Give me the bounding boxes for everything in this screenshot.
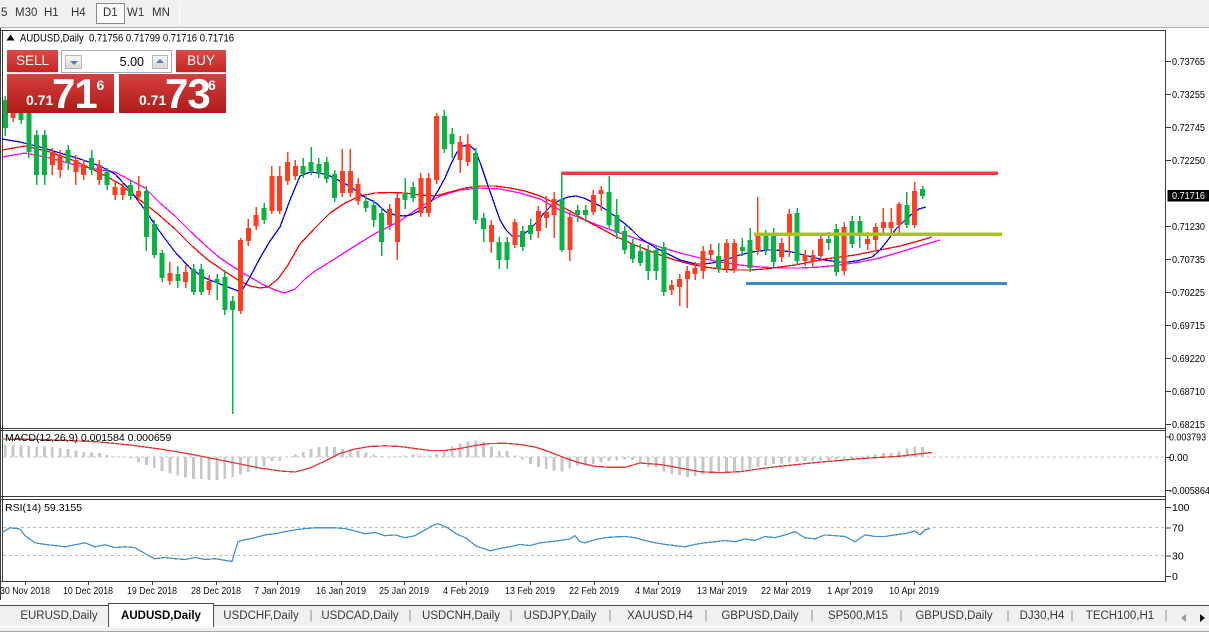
svg-text:RSI(14) 59.3155: RSI(14) 59.3155 xyxy=(5,502,82,514)
svg-text:0.70225: 0.70225 xyxy=(1172,287,1205,299)
svg-text:4 Mar 2019: 4 Mar 2019 xyxy=(635,585,681,597)
svg-text:19 Dec 2018: 19 Dec 2018 xyxy=(127,585,177,597)
svg-text:-0.005864: -0.005864 xyxy=(1169,485,1209,497)
svg-text:0.71716: 0.71716 xyxy=(1172,190,1205,202)
svg-text:10 Apr 2019: 10 Apr 2019 xyxy=(889,585,939,597)
svg-text:30 Nov 2018: 30 Nov 2018 xyxy=(0,585,50,597)
svg-text:0.72250: 0.72250 xyxy=(1172,155,1205,167)
svg-text:MACD(12,26,9) 0.001584 0.00065: MACD(12,26,9) 0.001584 0.000659 xyxy=(5,432,172,444)
svg-text:AUDUSD,Daily 0.71756 0.71799: AUDUSD,Daily 0.71756 0.71799 0.71716 0.7… xyxy=(20,33,234,45)
svg-text:25 Jan 2019: 25 Jan 2019 xyxy=(379,585,429,597)
svg-text:13 Feb 2019: 13 Feb 2019 xyxy=(505,585,555,597)
svg-text:1 Apr 2019: 1 Apr 2019 xyxy=(827,585,873,597)
svg-text:70: 70 xyxy=(1172,523,1184,535)
svg-text:10 Dec 2018: 10 Dec 2018 xyxy=(63,585,113,597)
svg-text:4 Feb 2019: 4 Feb 2019 xyxy=(443,585,489,597)
svg-text:0.73765: 0.73765 xyxy=(1172,56,1205,68)
svg-text:22 Feb 2019: 22 Feb 2019 xyxy=(569,585,619,597)
svg-text:16 Jan 2019: 16 Jan 2019 xyxy=(316,585,366,597)
svg-text:0.73255: 0.73255 xyxy=(1172,89,1205,101)
svg-text:0.00: 0.00 xyxy=(1169,452,1188,464)
svg-text:0.70735: 0.70735 xyxy=(1172,254,1205,266)
svg-text:0.68710: 0.68710 xyxy=(1172,386,1205,398)
svg-text:0.68215: 0.68215 xyxy=(1172,419,1205,431)
svg-text:100: 100 xyxy=(1172,502,1190,514)
svg-text:0.003793: 0.003793 xyxy=(1169,432,1206,444)
svg-text:0: 0 xyxy=(1172,571,1178,583)
svg-text:0.69715: 0.69715 xyxy=(1172,320,1205,332)
svg-text:22 Mar 2019: 22 Mar 2019 xyxy=(761,585,811,597)
svg-text:28 Dec 2018: 28 Dec 2018 xyxy=(191,585,241,597)
svg-text:0.69220: 0.69220 xyxy=(1172,353,1205,365)
svg-text:30: 30 xyxy=(1172,550,1184,562)
svg-text:13 Mar 2019: 13 Mar 2019 xyxy=(697,585,747,597)
svg-text:7 Jan 2019: 7 Jan 2019 xyxy=(254,585,300,597)
svg-text:0.71230: 0.71230 xyxy=(1172,221,1205,233)
svg-text:0.72745: 0.72745 xyxy=(1172,122,1205,134)
